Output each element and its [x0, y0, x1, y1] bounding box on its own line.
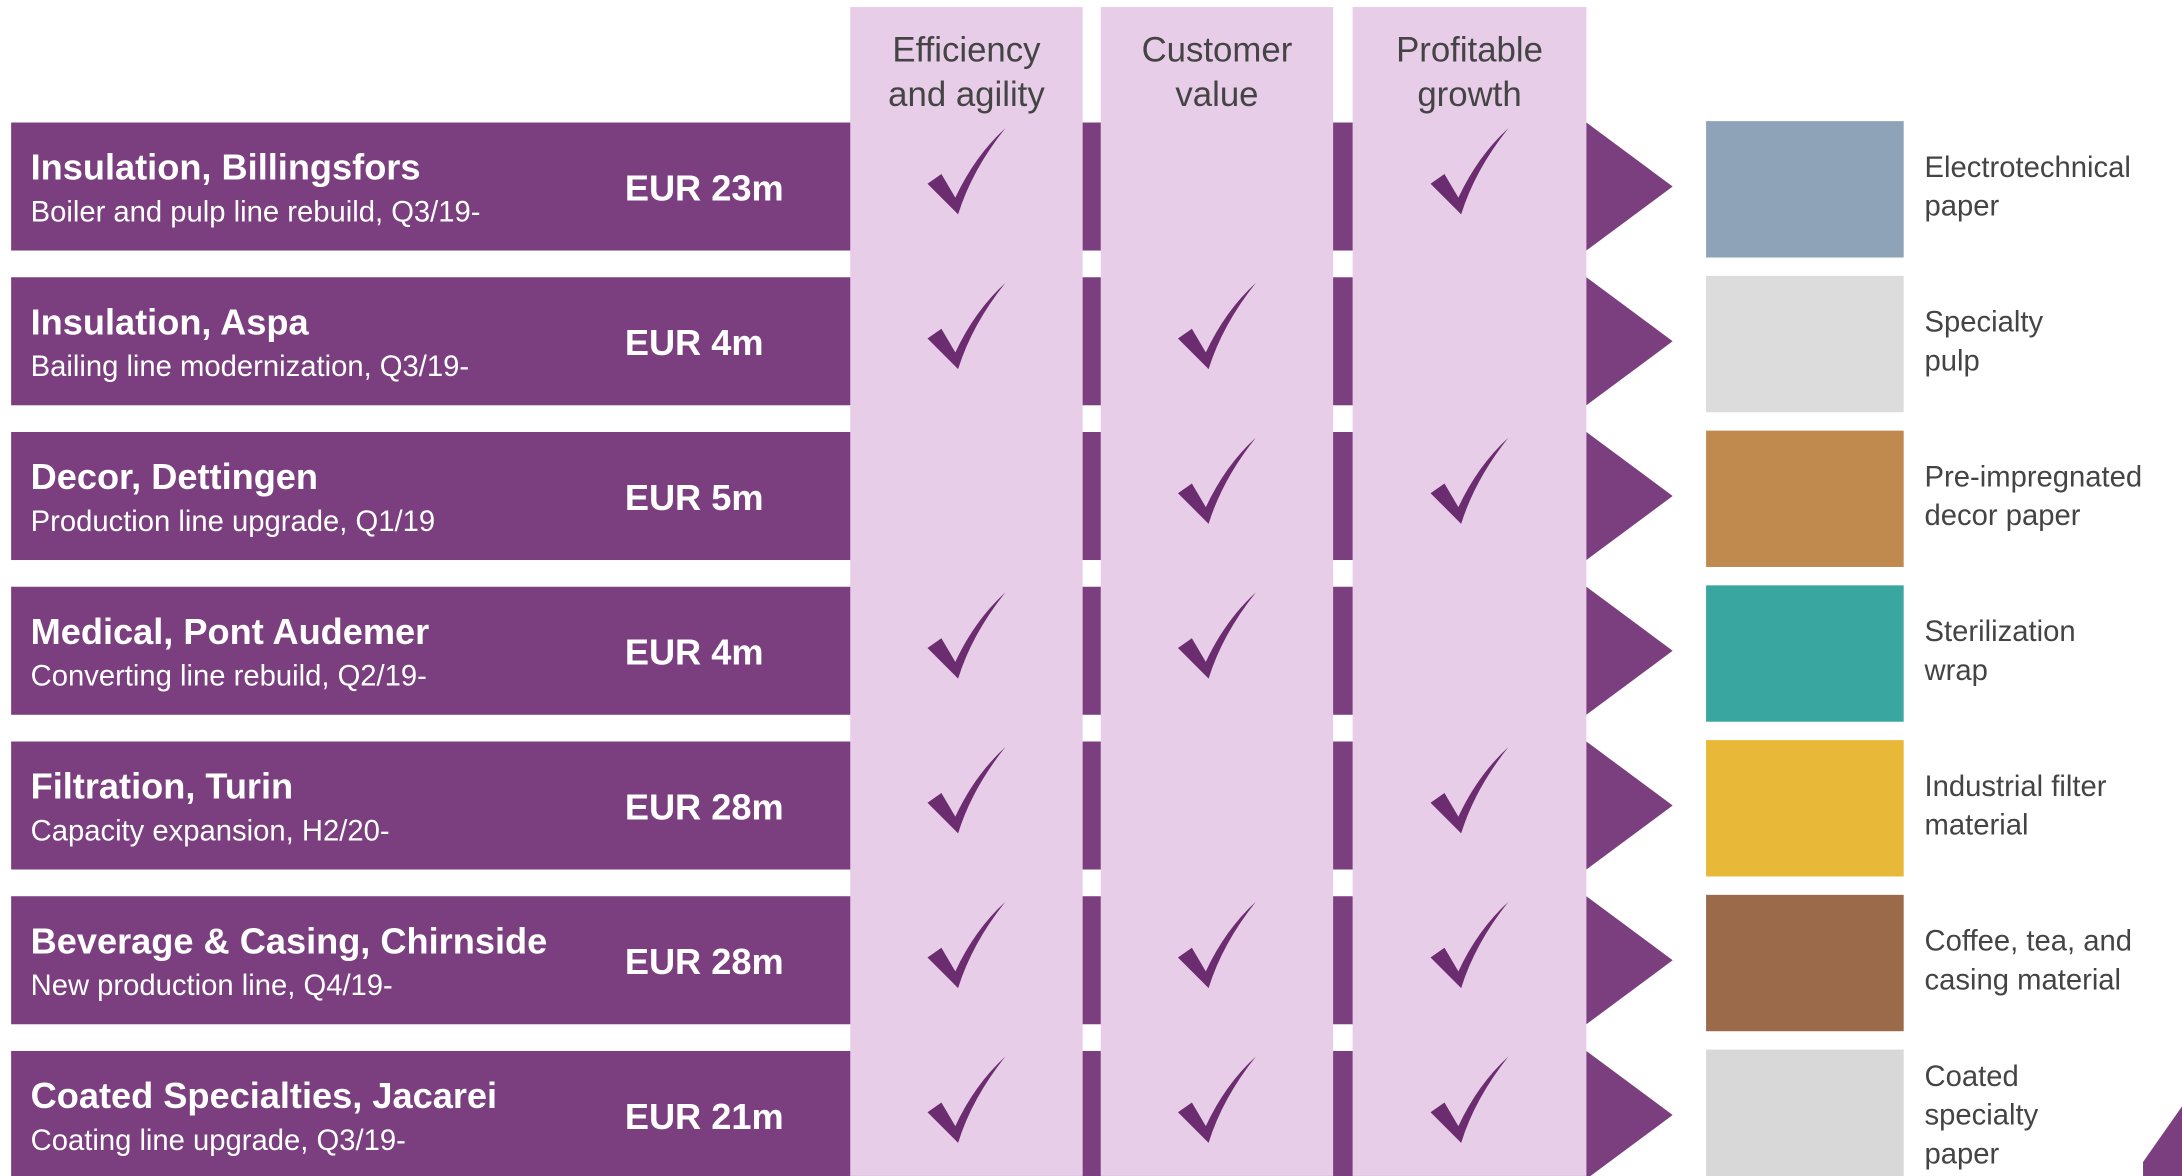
product-label: Specialty [1925, 307, 2044, 339]
product-image [1706, 895, 1904, 1031]
row-subtitle: Capacity expansion, H2/20- [31, 815, 390, 847]
product-label: Sterilization [1925, 616, 2076, 648]
row-arrow [1586, 896, 1672, 1024]
product-label: casing material [1925, 964, 2122, 996]
product-image [1706, 740, 1904, 876]
column-header: value [1175, 76, 1258, 114]
product-label: Industrial filter [1925, 771, 2107, 803]
row-subtitle: New production line, Q4/19- [31, 970, 393, 1002]
row-title: Insulation, Aspa [31, 301, 310, 342]
column-header: Efficiency [892, 31, 1041, 69]
product-label: Coffee, tea, and [1925, 926, 2132, 958]
product-label: specialty [1925, 1100, 2039, 1132]
row-title: Coated Specialties, Jacarei [31, 1075, 497, 1116]
row-subtitle: Production line upgrade, Q1/19 [31, 506, 435, 538]
product-label: paper [1925, 191, 2000, 223]
row-arrow [1586, 741, 1672, 869]
row-amount: EUR 5m [625, 477, 764, 518]
product-label: wrap [1924, 655, 1988, 687]
row-arrow [1586, 1051, 1672, 1176]
row-amount: EUR 21m [625, 1096, 784, 1137]
product-label: pulp [1925, 345, 1980, 377]
row-amount: EUR 28m [625, 941, 784, 982]
row-arrow [1586, 587, 1672, 715]
row-title: Medical, Pont Audemer [31, 611, 430, 652]
row-title: Filtration, Turin [31, 766, 294, 807]
product-label: Coated [1925, 1061, 2019, 1093]
row-subtitle: Boiler and pulp line rebuild, Q3/19- [31, 196, 481, 228]
column-header: growth [1417, 76, 1521, 114]
product-label: material [1925, 810, 2029, 842]
row-title: Insulation, Billingsfors [31, 147, 421, 188]
corner-shape [2143, 1106, 2182, 1176]
row-arrow [1586, 123, 1672, 251]
page: Efficiency and agility Customer value Profit… [0, 0, 2182, 1176]
row-subtitle: Bailing line modernization, Q3/19- [31, 351, 470, 383]
row-title: Decor, Dettingen [31, 456, 318, 497]
column-header: Customer [1142, 31, 1293, 69]
slide: Efficiency and agility Customer value Profit… [0, 0, 2182, 1176]
row-amount: EUR 28m [625, 786, 784, 827]
product-image [1706, 431, 1904, 567]
row-subtitle: Coating line upgrade, Q3/19- [31, 1125, 406, 1157]
product-label: decor paper [1925, 500, 2081, 532]
row-amount: EUR 4m [625, 322, 764, 363]
row-arrow [1586, 277, 1672, 405]
row-amount: EUR 4m [625, 632, 764, 673]
row-arrow [1586, 432, 1672, 560]
product-image [1706, 585, 1904, 721]
column-band [1101, 7, 1333, 1176]
product-label: Pre-impregnated [1925, 461, 2143, 493]
product-image [1706, 1050, 1904, 1176]
column-header: and agility [888, 76, 1045, 114]
row-subtitle: Converting line rebuild, Q2/19- [31, 661, 427, 693]
product-label: Electrotechnical [1925, 152, 2131, 184]
product-image [1706, 121, 1904, 257]
product-label: paper [1925, 1139, 2000, 1171]
product-image [1706, 276, 1904, 412]
row-title: Beverage & Casing, Chirnside [31, 920, 548, 961]
row-amount: EUR 23m [625, 167, 784, 208]
column-header: Profitable [1396, 31, 1543, 69]
